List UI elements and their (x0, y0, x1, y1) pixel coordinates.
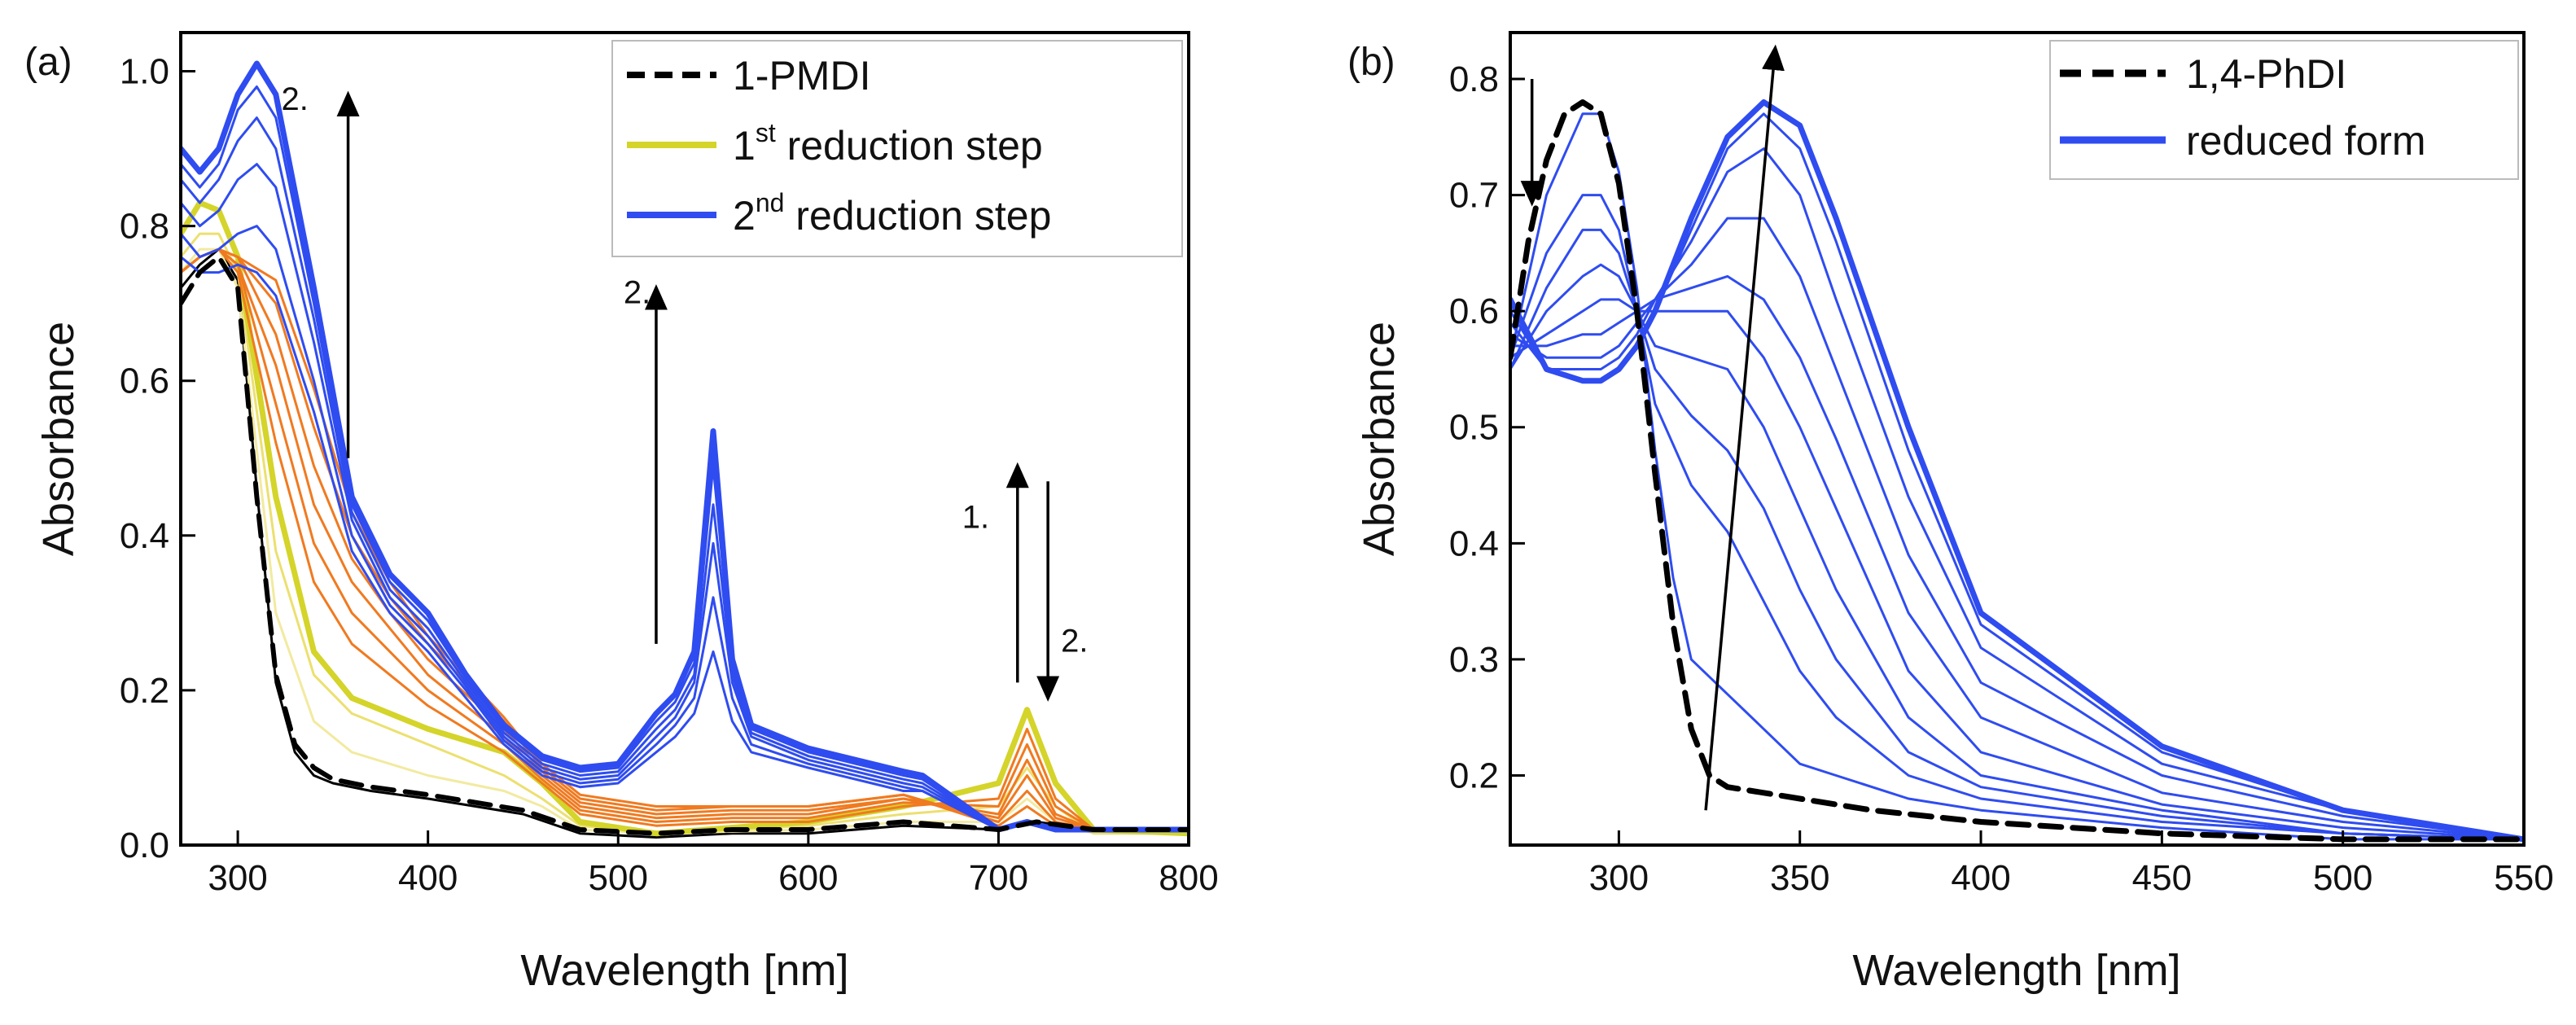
legend-a-second-num: 2 (733, 193, 756, 239)
y-tick-label: 0.0 (120, 826, 169, 865)
series-line-a-1st-red-main (181, 199, 1189, 837)
panel-b-frame (1509, 31, 2526, 847)
panel-b-legend: 1,4-PhDI reduced form (2049, 40, 2519, 180)
series-line-a-orange-1 (181, 247, 1189, 831)
panel-b-x-ticks: 300 350 400 450 500 550 (1589, 830, 2554, 898)
y-tick-label: 0.3 (1449, 640, 1499, 680)
series-line-b-reduced-9 (1510, 112, 2524, 841)
x-tick-label: 400 (1951, 858, 2010, 898)
legend-a-first-num: 1 (733, 123, 756, 169)
legend-a-label-second: 2nd reduction step (733, 188, 1051, 239)
panel-a-y-axis-label: Absorbance (34, 322, 83, 556)
x-tick-label: 450 (2132, 858, 2192, 898)
y-tick-label: 0.8 (1449, 59, 1499, 99)
panel-a-legend: 1-PMDI 1st reduction step 2nd reduction … (611, 40, 1183, 257)
series-line-a-blue-final (181, 60, 1189, 833)
annotation-step-label: 2. (281, 81, 308, 117)
legend-a-label-first: 1st reduction step (733, 118, 1043, 169)
legend-a-second-rest: reduction step (784, 193, 1051, 239)
x-tick-label: 600 (778, 858, 838, 898)
panel-a-legend-box (611, 40, 1183, 257)
panel-a-label: (a) (24, 41, 72, 84)
series-line-b-reduced-final (1510, 99, 2524, 843)
x-tick-label: 350 (1770, 858, 1829, 898)
panel-b-annotations (1520, 44, 1785, 811)
series-line-b-reduced-7 (1510, 217, 2524, 841)
y-tick-label: 0.6 (120, 361, 169, 401)
legend-b-label-phdi: 1,4-PhDI (2186, 51, 2346, 97)
panel-b-y-ticks: 0.2 0.3 0.4 0.5 0.6 0.7 0.8 (1449, 59, 1525, 795)
series-line-a-blue-4 (181, 116, 1189, 831)
annotation-step-label: 1. (962, 499, 989, 535)
y-tick-label: 0.2 (120, 671, 169, 711)
panel-b-legend-box (2049, 40, 2519, 180)
x-tick-label: 400 (398, 858, 458, 898)
legend-a-second-sup: nd (756, 188, 785, 217)
panel-b-label: (b) (1347, 41, 1395, 84)
series-line-a-blue-2 (181, 225, 1189, 831)
x-tick-label: 700 (969, 858, 1028, 898)
series-line-b-reduced-5 (1510, 298, 2524, 841)
panel-b-plot-area (1510, 99, 2524, 843)
panel-a-x-axis-label: Wavelength [nm] (520, 946, 848, 995)
chart-panel-a: (a) 300 400 500 600 700 800 0.0 0.2 0.4 0.6 0.8 1.… (24, 31, 1219, 995)
series-line-b-reduced-6 (1510, 274, 2524, 841)
series-line-a-blue-3 (181, 163, 1189, 831)
y-tick-label: 0.4 (1449, 523, 1499, 563)
panel-a-x-ticks: 300 400 500 600 700 800 (208, 830, 1219, 898)
x-tick-label: 300 (1589, 858, 1649, 898)
annotation-step-label: 2. (624, 275, 651, 311)
y-tick-label: 0.8 (120, 207, 169, 247)
x-tick-label: 500 (589, 858, 648, 898)
series-line-b-reduced-2 (1510, 194, 2524, 841)
y-tick-label: 0.7 (1449, 176, 1499, 216)
annotation-step-label: 2. (1061, 623, 1088, 659)
y-tick-label: 0.4 (120, 516, 169, 556)
x-tick-label: 300 (208, 858, 267, 898)
series-line-b-reduced-3 (1510, 228, 2524, 841)
x-tick-label: 800 (1159, 858, 1218, 898)
series-line-a-orange-2 (181, 247, 1189, 831)
y-tick-label: 0.2 (1449, 756, 1499, 795)
x-tick-label: 500 (2313, 858, 2372, 898)
panel-a-plot-area (181, 60, 1189, 839)
y-tick-label: 0.5 (1449, 408, 1499, 448)
panel-a-frame (179, 31, 1190, 847)
panel-a-annotations: 2. 2. 1. 2. (281, 81, 1089, 702)
panel-a-y-ticks: 0.0 0.2 0.4 0.6 0.8 1.0 (120, 52, 195, 865)
y-tick-label: 0.6 (1449, 291, 1499, 331)
legend-b-label-reduced: reduced form (2186, 118, 2426, 164)
series-line-b-reduced-4 (1510, 263, 2524, 841)
series-line-b-reduced-1 (1510, 112, 2524, 841)
legend-a-first-rest: reduction step (776, 123, 1043, 169)
legend-a-first-sup: st (756, 118, 776, 147)
y-tick-label: 1.0 (120, 52, 169, 92)
x-tick-label: 550 (2494, 858, 2553, 898)
panel-b-y-axis-label: Absorbance (1355, 322, 1404, 556)
panel-b-x-axis-label: Wavelength [nm] (1852, 946, 2180, 995)
series-line-b-1-4-phdi (1510, 99, 2524, 843)
series-line-b-reduced-8 (1510, 147, 2524, 841)
annotation-arrow-up (1704, 44, 1785, 811)
legend-a-label-pmdi: 1-PMDI (733, 53, 870, 99)
series-line-a-1-pmdi (181, 254, 1189, 836)
chart-panel-b: (b) 300 350 400 450 500 550 0.20.30.40.50.60.… (1347, 31, 2554, 995)
